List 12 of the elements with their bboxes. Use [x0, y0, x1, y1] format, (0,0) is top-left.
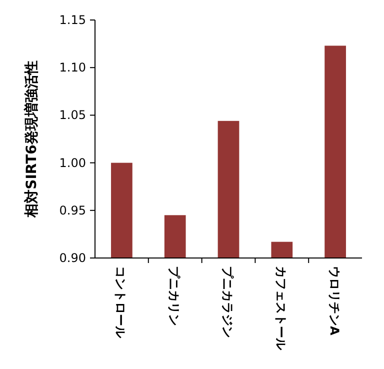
y-tick-label: 1.05: [59, 108, 86, 122]
x-tick-label: ウロリチンA: [327, 266, 342, 336]
x-tick-label: プニカラジン: [220, 266, 234, 338]
y-axis-title: 相対SIRT6発現増強活性: [23, 60, 40, 218]
y-tick-label: 1.15: [59, 13, 86, 27]
y-tick-label: 1.00: [59, 156, 86, 170]
y-tick-label: 0.95: [59, 203, 86, 218]
y-tick-label: 0.90: [59, 251, 86, 265]
x-tick-label: プニカリン: [167, 266, 182, 326]
x-tick-label: コントロール: [114, 266, 128, 339]
x-tick-label: カフェストール: [274, 266, 288, 351]
y-tick-label: 1.10: [59, 60, 86, 75]
